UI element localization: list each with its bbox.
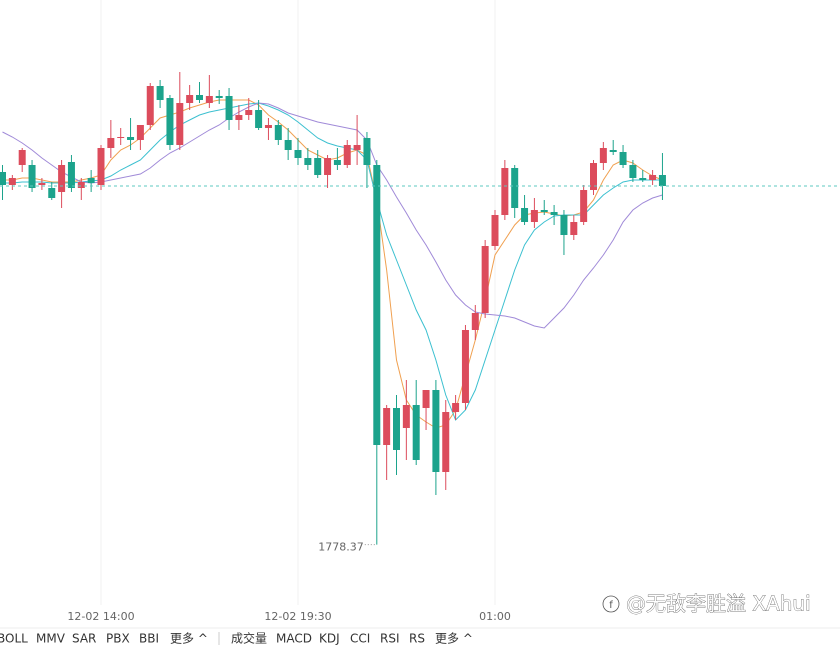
candle-body <box>314 158 322 175</box>
candle-body <box>67 162 75 188</box>
indicator-button[interactable]: CCI <box>350 632 370 645</box>
indicator-button[interactable]: MMV <box>36 632 66 645</box>
candle-body <box>619 152 627 165</box>
candle-body <box>77 182 85 188</box>
indicator-button[interactable]: BOLL <box>0 632 28 645</box>
x-tick-label: 12-02 14:00 <box>67 610 134 623</box>
candle-body <box>649 175 657 180</box>
candle-body <box>402 405 410 428</box>
candle-body <box>629 165 637 178</box>
candle-body <box>530 210 538 222</box>
candle-body <box>284 140 292 150</box>
indicator-button[interactable]: 更多 ^ <box>435 632 473 645</box>
candle-body <box>146 86 154 125</box>
candle-body <box>215 96 223 98</box>
x-tick-label: 12-02 19:30 <box>264 610 331 623</box>
indicator-button[interactable]: MACD <box>276 632 312 645</box>
indicator-button[interactable]: 成交量 <box>231 631 267 645</box>
candle-body <box>255 110 263 128</box>
candle-body <box>590 163 597 190</box>
candle-body <box>28 165 36 188</box>
indicator-button[interactable]: RS <box>409 632 425 645</box>
candle-body <box>471 313 479 330</box>
candle-body <box>324 158 332 175</box>
candle-body <box>373 165 381 445</box>
candle-body <box>235 115 243 120</box>
candle-body <box>501 168 509 215</box>
candle-body <box>87 178 95 183</box>
candle-body <box>8 178 16 185</box>
watermark-logo: f <box>602 595 620 613</box>
candle-body <box>609 150 617 152</box>
watermark: @无敌李胜溢 XAhui <box>626 592 811 616</box>
candle-body <box>294 150 302 158</box>
candle-body <box>639 178 647 180</box>
candle-body <box>38 183 46 185</box>
moving-average <box>2 102 663 421</box>
candle-body <box>205 96 213 103</box>
candle-body <box>560 215 568 235</box>
candle-body <box>156 86 164 100</box>
candle-body <box>166 98 174 145</box>
candle-body <box>383 408 391 445</box>
candle-body <box>461 330 469 403</box>
candle-body <box>196 95 203 100</box>
candle-body <box>117 137 125 138</box>
candle-body <box>442 412 450 472</box>
indicator-button[interactable]: KDJ <box>319 632 340 645</box>
candle-body <box>264 125 272 128</box>
indicator-button[interactable]: RSI <box>380 632 400 645</box>
candle-body <box>599 148 607 163</box>
candle-body <box>97 148 105 185</box>
candle-body <box>48 188 56 198</box>
candle-body <box>343 145 351 165</box>
candle-body <box>333 160 341 165</box>
candle-body <box>491 215 499 246</box>
candle-body <box>550 212 558 215</box>
candle-body <box>580 190 588 222</box>
candle-body <box>245 110 253 115</box>
candle-body <box>58 165 66 192</box>
moving-average <box>2 102 663 329</box>
candle-body <box>274 125 282 140</box>
candle-body <box>18 150 26 165</box>
candle-body <box>186 95 194 103</box>
candle-body <box>422 390 430 408</box>
indicator-button[interactable]: PBX <box>106 632 130 645</box>
low-annotation: 1778.37 <box>318 541 364 554</box>
candle-body <box>176 103 184 145</box>
candle-body <box>570 222 578 235</box>
candle-body <box>521 208 529 222</box>
candle-body <box>0 172 6 185</box>
candle-body <box>363 138 371 165</box>
candle-body <box>511 168 519 208</box>
x-tick-label: 01:00 <box>479 610 511 623</box>
candle-body <box>393 408 400 450</box>
candle-body <box>107 138 115 148</box>
candle-body <box>225 96 233 120</box>
indicator-button[interactable]: BBI <box>139 632 159 645</box>
candle-body <box>658 175 666 186</box>
candle-body <box>412 405 420 460</box>
candle-body <box>127 137 135 140</box>
candle-body <box>452 403 460 412</box>
candle-body <box>540 210 548 212</box>
candle-body <box>353 145 361 150</box>
candle-body <box>432 390 440 472</box>
indicator-button[interactable]: SAR <box>72 632 96 645</box>
indicator-button[interactable]: 更多 ^ <box>170 632 208 645</box>
candle-body <box>304 158 312 165</box>
candle-body <box>481 246 489 313</box>
candle-body <box>136 125 144 140</box>
svg-text:f: f <box>609 600 613 611</box>
